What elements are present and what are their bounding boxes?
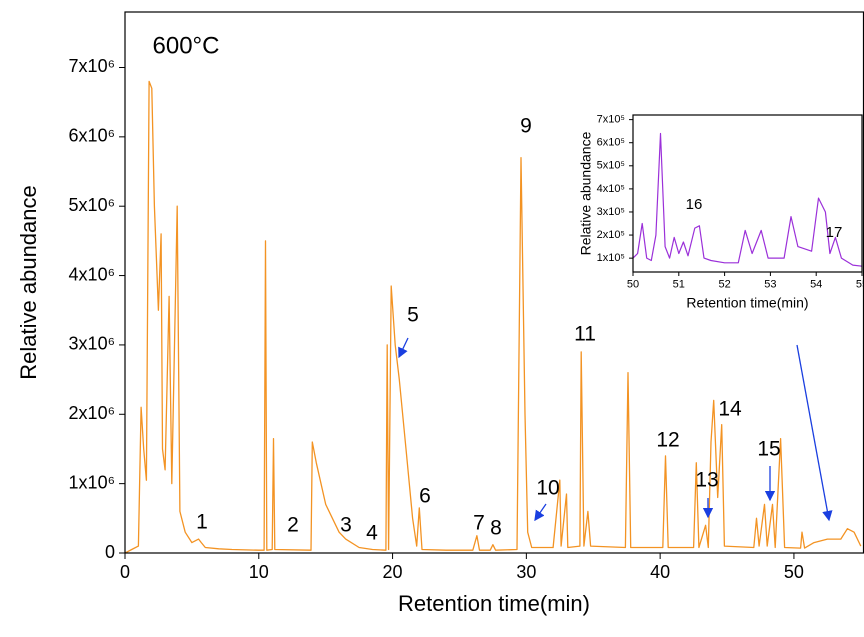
y-tick-label: 2x10⁵ xyxy=(597,229,625,241)
peak-label: 5 xyxy=(407,304,419,327)
y-tick-label: 2x10⁶ xyxy=(69,403,115,423)
y-axis-label: Relative abundance xyxy=(16,185,41,379)
y-tick-label: 3x10⁵ xyxy=(597,206,625,218)
peak-label: 15 xyxy=(757,438,780,461)
peak-label: 10 xyxy=(536,477,559,500)
y-tick-label: 6x10⁶ xyxy=(69,126,115,146)
y-tick-label: 7x10⁵ xyxy=(597,114,625,126)
arrow xyxy=(796,344,833,522)
x-axis-label: Retention time(min) xyxy=(398,591,590,616)
y-tick-label: 0 xyxy=(105,542,115,562)
y-tick-label: 3x10⁶ xyxy=(69,334,115,354)
x-tick-label: 30 xyxy=(516,562,536,582)
trace xyxy=(632,132,863,267)
y-tick-label: 1x10⁶ xyxy=(69,472,115,492)
x-tick-label: 0 xyxy=(120,562,130,582)
peak-label: 4 xyxy=(366,522,378,545)
plot-frame xyxy=(124,11,864,554)
peak-label: 3 xyxy=(340,514,352,537)
peak-label: 14 xyxy=(718,398,742,421)
peak-label: 13 xyxy=(695,469,718,492)
peak-label: 12 xyxy=(656,429,679,452)
peak-label: 8 xyxy=(490,517,502,540)
y-axis-label: Relative abundance xyxy=(578,131,594,255)
x-tick-label: 51 xyxy=(673,279,685,291)
x-tick-label: 40 xyxy=(650,562,670,582)
y-tick-label: 5x10⁵ xyxy=(597,160,625,172)
y-tick-label: 4x10⁶ xyxy=(69,264,115,284)
x-tick-label: 53 xyxy=(764,279,776,291)
y-tick-label: 1x10⁵ xyxy=(597,252,625,264)
peak-label: 2 xyxy=(287,514,299,537)
peak-label: 17 xyxy=(826,224,843,241)
y-tick-label: 7x10⁶ xyxy=(69,56,115,76)
arrows xyxy=(398,337,833,522)
x-tick-label: 54 xyxy=(810,279,822,291)
peak-label: 9 xyxy=(520,115,532,138)
x-tick-label: 52 xyxy=(718,279,730,291)
peak-label: 1 xyxy=(196,511,208,534)
arrow xyxy=(534,503,547,522)
y-tick-label: 6x10⁵ xyxy=(597,137,625,149)
peak-label: 16 xyxy=(686,196,703,213)
peak-label: 11 xyxy=(574,323,596,346)
x-axis-label: Retention time(min) xyxy=(686,295,808,311)
x-tick-label: 50 xyxy=(627,279,639,291)
y-tick-label: 4x10⁵ xyxy=(597,183,625,195)
x-tick-label: 50 xyxy=(784,562,804,582)
y-tick-label: 5x10⁶ xyxy=(69,195,115,215)
x-tick-label: 10 xyxy=(249,562,269,582)
plot-frame xyxy=(632,114,863,273)
peak-label: 7 xyxy=(473,512,485,535)
arrow xyxy=(398,337,409,359)
inset-background xyxy=(633,115,862,272)
trace xyxy=(124,80,862,554)
peak-label: 6 xyxy=(419,485,431,508)
peak-label: 600°C xyxy=(153,32,220,59)
x-tick-label: 20 xyxy=(383,562,403,582)
x-tick-label: 55 xyxy=(856,279,864,291)
